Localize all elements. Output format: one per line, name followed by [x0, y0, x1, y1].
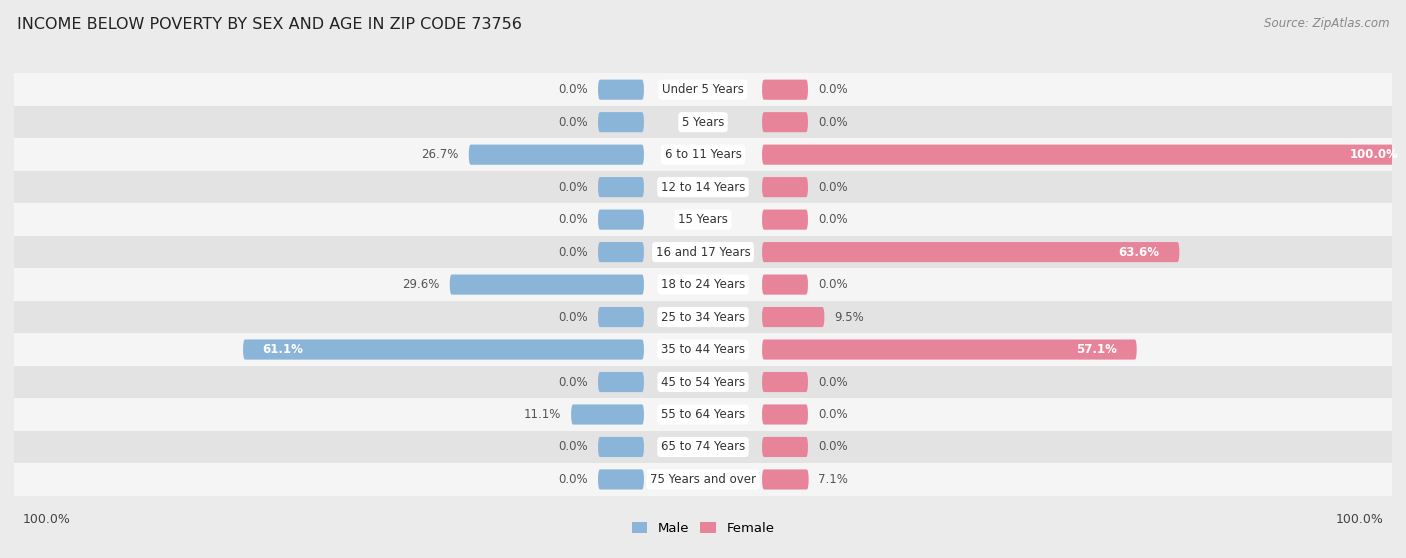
Text: 6 to 11 Years: 6 to 11 Years: [665, 148, 741, 161]
FancyBboxPatch shape: [598, 80, 644, 100]
Text: 57.1%: 57.1%: [1076, 343, 1116, 356]
Text: 12 to 14 Years: 12 to 14 Years: [661, 181, 745, 194]
Bar: [14, 236, 1392, 268]
Text: 0.0%: 0.0%: [818, 278, 848, 291]
FancyBboxPatch shape: [762, 80, 808, 100]
FancyBboxPatch shape: [762, 112, 808, 132]
Text: 0.0%: 0.0%: [558, 116, 588, 129]
Text: 0.0%: 0.0%: [558, 181, 588, 194]
Text: Under 5 Years: Under 5 Years: [662, 83, 744, 96]
FancyBboxPatch shape: [762, 210, 808, 230]
Text: 25 to 34 Years: 25 to 34 Years: [661, 311, 745, 324]
FancyBboxPatch shape: [598, 307, 644, 327]
FancyBboxPatch shape: [762, 177, 808, 197]
FancyBboxPatch shape: [762, 372, 808, 392]
Legend: Male, Female: Male, Female: [631, 522, 775, 535]
Text: 0.0%: 0.0%: [818, 83, 848, 96]
Text: 0.0%: 0.0%: [818, 213, 848, 226]
Bar: [14, 138, 1392, 171]
Text: 5 Years: 5 Years: [682, 116, 724, 129]
Text: 11.1%: 11.1%: [524, 408, 561, 421]
FancyBboxPatch shape: [762, 437, 808, 457]
FancyBboxPatch shape: [598, 210, 644, 230]
Text: 63.6%: 63.6%: [1119, 246, 1160, 258]
FancyBboxPatch shape: [762, 145, 1406, 165]
Text: 7.1%: 7.1%: [818, 473, 848, 486]
Bar: [14, 431, 1392, 463]
Text: 61.1%: 61.1%: [263, 343, 304, 356]
FancyBboxPatch shape: [762, 469, 808, 489]
Bar: [14, 203, 1392, 236]
FancyBboxPatch shape: [598, 112, 644, 132]
Bar: [14, 366, 1392, 398]
FancyBboxPatch shape: [598, 372, 644, 392]
FancyBboxPatch shape: [598, 469, 644, 489]
Text: 65 to 74 Years: 65 to 74 Years: [661, 440, 745, 454]
Text: 0.0%: 0.0%: [558, 473, 588, 486]
Bar: [14, 463, 1392, 496]
Bar: [14, 398, 1392, 431]
FancyBboxPatch shape: [598, 177, 644, 197]
FancyBboxPatch shape: [243, 339, 644, 359]
Text: 0.0%: 0.0%: [558, 376, 588, 388]
Text: 9.5%: 9.5%: [834, 311, 863, 324]
FancyBboxPatch shape: [762, 339, 1136, 359]
FancyBboxPatch shape: [762, 242, 1180, 262]
Text: 0.0%: 0.0%: [818, 408, 848, 421]
Text: 0.0%: 0.0%: [558, 311, 588, 324]
Bar: [14, 301, 1392, 333]
FancyBboxPatch shape: [762, 307, 824, 327]
Text: 0.0%: 0.0%: [558, 246, 588, 258]
Text: 0.0%: 0.0%: [818, 116, 848, 129]
Text: 0.0%: 0.0%: [558, 83, 588, 96]
Text: 0.0%: 0.0%: [558, 440, 588, 454]
FancyBboxPatch shape: [450, 275, 644, 295]
FancyBboxPatch shape: [598, 242, 644, 262]
Text: 18 to 24 Years: 18 to 24 Years: [661, 278, 745, 291]
Text: 45 to 54 Years: 45 to 54 Years: [661, 376, 745, 388]
Bar: [14, 171, 1392, 203]
Text: 16 and 17 Years: 16 and 17 Years: [655, 246, 751, 258]
Text: 35 to 44 Years: 35 to 44 Years: [661, 343, 745, 356]
FancyBboxPatch shape: [598, 437, 644, 457]
Text: 100.0%: 100.0%: [1350, 148, 1399, 161]
FancyBboxPatch shape: [571, 405, 644, 425]
Bar: [14, 74, 1392, 106]
Text: 55 to 64 Years: 55 to 64 Years: [661, 408, 745, 421]
FancyBboxPatch shape: [762, 275, 808, 295]
Bar: [14, 333, 1392, 366]
FancyBboxPatch shape: [762, 405, 808, 425]
Text: 75 Years and over: 75 Years and over: [650, 473, 756, 486]
Text: INCOME BELOW POVERTY BY SEX AND AGE IN ZIP CODE 73756: INCOME BELOW POVERTY BY SEX AND AGE IN Z…: [17, 17, 522, 32]
Bar: [14, 268, 1392, 301]
Text: 15 Years: 15 Years: [678, 213, 728, 226]
Text: 0.0%: 0.0%: [818, 440, 848, 454]
Text: Source: ZipAtlas.com: Source: ZipAtlas.com: [1264, 17, 1389, 30]
Text: 29.6%: 29.6%: [402, 278, 440, 291]
Text: 0.0%: 0.0%: [818, 181, 848, 194]
FancyBboxPatch shape: [468, 145, 644, 165]
Text: 0.0%: 0.0%: [558, 213, 588, 226]
Text: 0.0%: 0.0%: [818, 376, 848, 388]
Bar: [14, 106, 1392, 138]
Text: 26.7%: 26.7%: [422, 148, 458, 161]
